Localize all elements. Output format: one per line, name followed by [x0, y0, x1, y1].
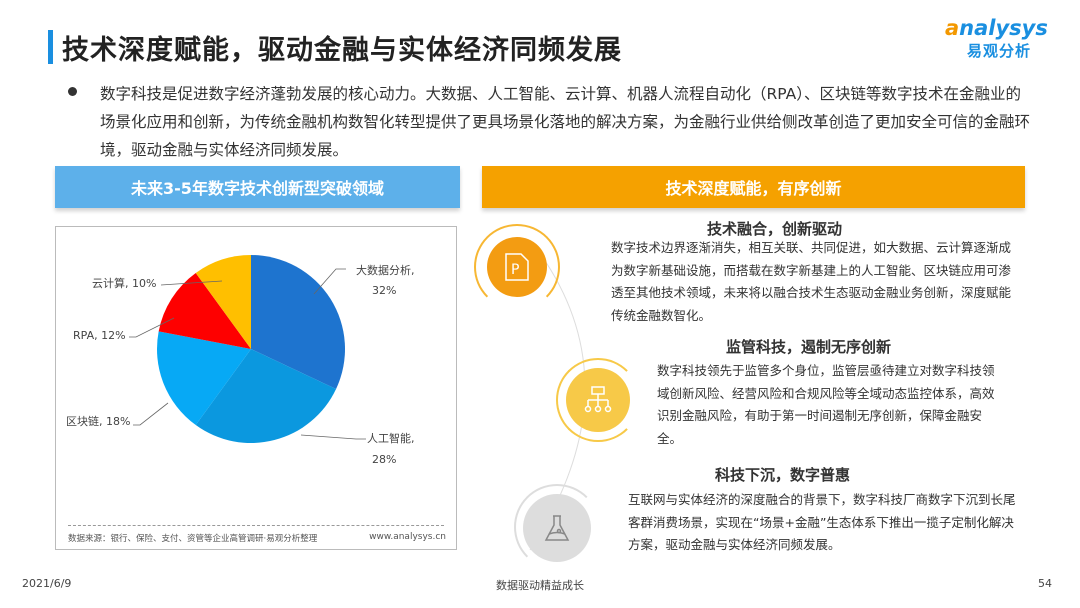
flask-icon: [523, 494, 591, 562]
leader-line: [160, 280, 223, 286]
pie-slice-5: [195, 255, 251, 349]
bullet-icon: [68, 87, 77, 96]
section-body: 数字科技领先于监管多个身位，监管层亟待建立对数字科技领域创新风险、经营风险和合规…: [657, 363, 995, 446]
hierarchy-icon: [566, 368, 630, 432]
page-number: 54: [1038, 577, 1052, 590]
section-title: 技术融合，创新驱动: [707, 220, 843, 238]
label-cloud: 云计算, 10%: [92, 276, 156, 290]
leader-line: [129, 317, 175, 338]
logo-en: analysys: [945, 16, 1048, 40]
logo: analysys 易观分析: [945, 16, 1055, 72]
pie-chart: 大数据分析, 32% 人工智能, 28% 区块链, 18% RPA, 12% 云…: [66, 255, 415, 466]
icon-ring: [514, 484, 600, 570]
icon-ring: [474, 224, 560, 310]
title-accent-bar: [48, 30, 53, 64]
pie-slice-4: [158, 272, 251, 349]
icon-ring: [556, 358, 640, 442]
label-ai: 人工智能,: [367, 431, 415, 445]
leader-line: [300, 434, 366, 440]
section-title: 科技下沉，数字普惠: [715, 466, 851, 484]
leader-line: [133, 402, 169, 426]
left-section-header: 未来3-5年数字技术创新型突破领域: [55, 166, 460, 208]
label-rpa: RPA, 12%: [73, 329, 126, 342]
divider: [68, 525, 444, 526]
pie-chart-panel: 大数据分析, 32% 人工智能, 28% 区块链, 18% RPA, 12% 云…: [55, 226, 457, 550]
section-body: 数字技术边界逐渐消失，相互关联、共同促进，如大数据、云计算逐渐成为数字新基础设施…: [611, 240, 1012, 323]
leader-line: [313, 268, 346, 295]
intro-paragraph: 数字科技是促进数字经济蓬勃发展的核心动力。大数据、人工智能、云计算、机器人流程自…: [100, 85, 1031, 159]
label-bigdata: 大数据分析,: [356, 263, 415, 277]
footer-slogan: 数据驱动精益成长: [496, 579, 584, 592]
svg-text:P: P: [511, 262, 519, 278]
pie-slice-2: [195, 349, 337, 443]
value-bigdata: 32%: [372, 284, 396, 297]
chart-site: www.analysys.cn: [369, 532, 446, 542]
footer-date: 2021/6/9: [22, 577, 72, 590]
section-body: 互联网与实体经济的深度融合的背景下，数字科技厂商数字下沉到长尾客群消费场景，实现…: [628, 492, 1016, 552]
label-blockchain: 区块链, 18%: [66, 414, 130, 428]
pie-slice-1: [251, 255, 345, 390]
document-p-icon: P: [487, 237, 547, 297]
pie-slice-3: [157, 331, 251, 426]
value-ai: 28%: [372, 453, 396, 466]
logo-cn: 易观分析: [967, 42, 1032, 60]
section-title: 监管科技，遏制无序创新: [726, 338, 892, 356]
right-section-header: 技术深度赋能，有序创新: [482, 166, 1025, 208]
page-title: 技术深度赋能，驱动金融与实体经济同频发展: [62, 35, 622, 66]
chart-source: 数据来源：银行、保险、支付、资管等企业高管调研·易观分析整理: [68, 534, 318, 544]
